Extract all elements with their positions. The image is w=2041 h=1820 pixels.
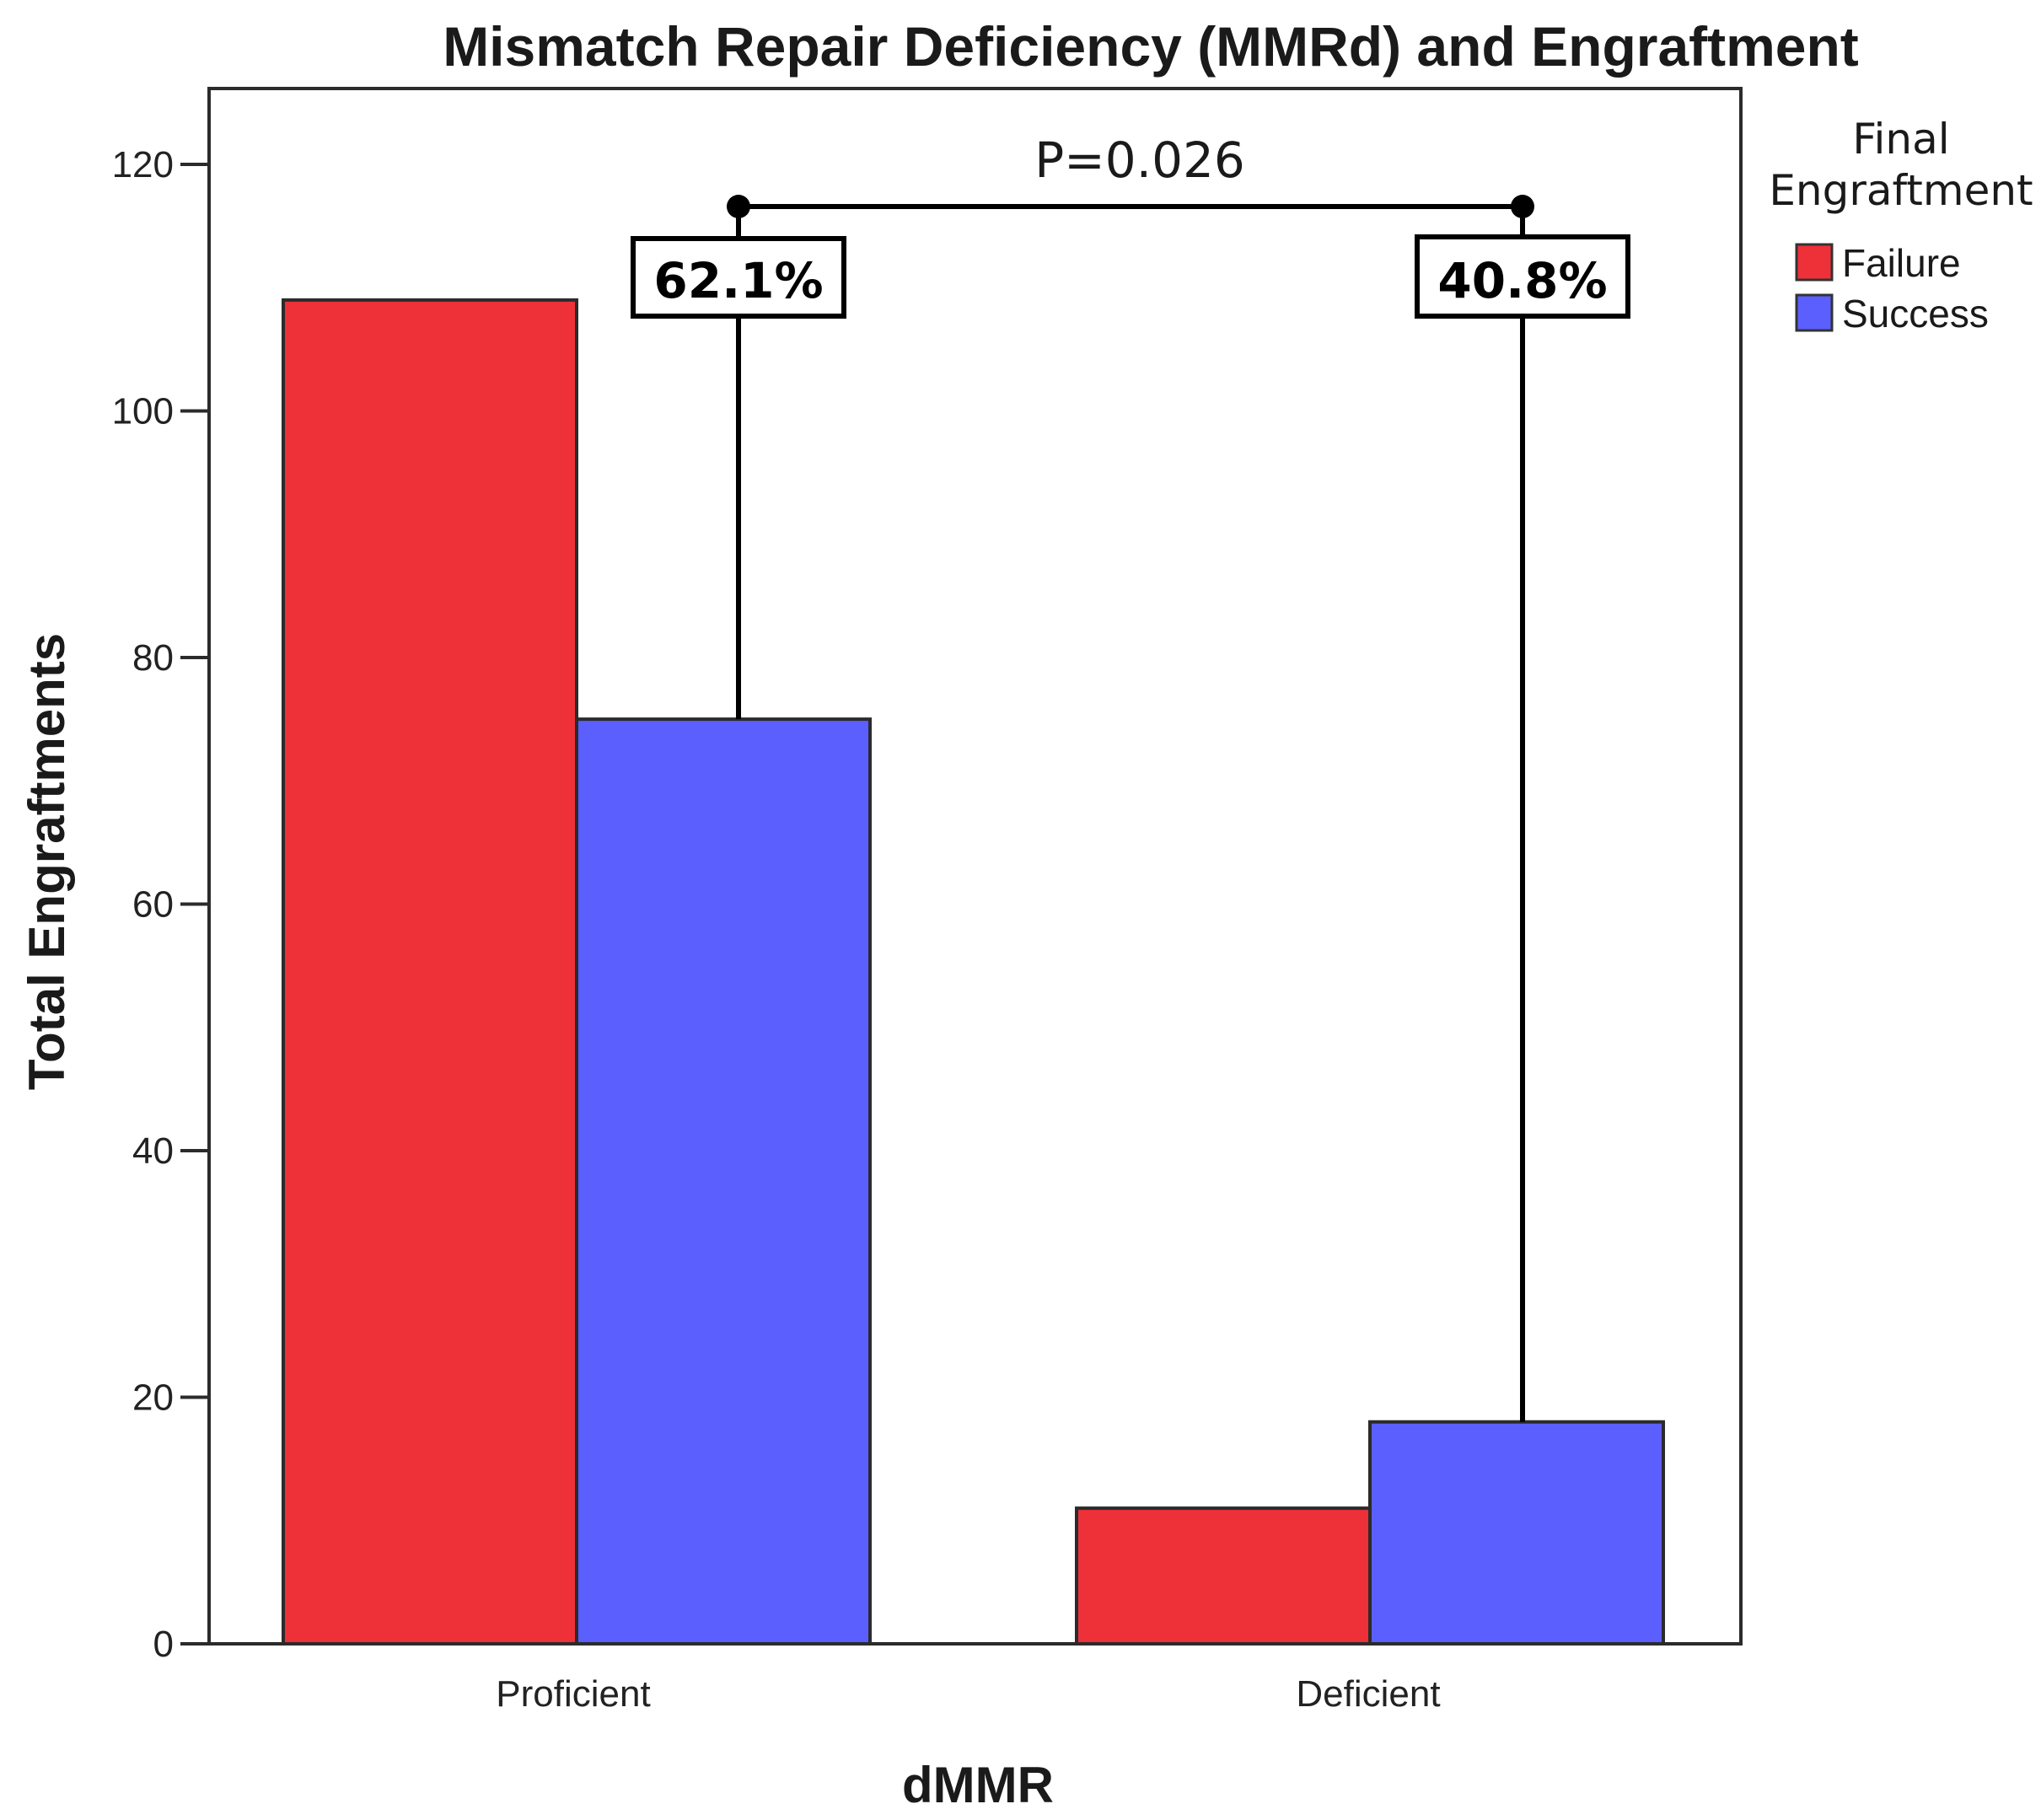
y-axis-title: Total Engraftments <box>19 633 75 1090</box>
y-tick-label-120: 120 <box>112 144 174 185</box>
y-axis: 0 20 40 60 80 100 120 <box>112 144 209 1665</box>
legend-label-success: Success <box>1842 292 1989 336</box>
bar-deficient-failure <box>1075 1506 1372 1646</box>
pct-label-deficient: 40.8% <box>1437 252 1607 309</box>
legend-title-line1: Final <box>1852 115 1949 164</box>
bracket-endpoint-right <box>1511 195 1534 218</box>
bracket-endpoint-left <box>727 195 750 218</box>
pct-label-proficient: 62.1% <box>653 252 823 309</box>
legend-swatch-success <box>1795 293 1834 332</box>
bar-proficient-success <box>575 717 872 1646</box>
chart-title: Mismatch Repair Deficiency (MMRd) and En… <box>443 15 1859 78</box>
x-axis-title: dMMR <box>902 1757 1054 1813</box>
y-tick-label-80: 80 <box>132 637 174 679</box>
y-tick-label-100: 100 <box>112 391 174 432</box>
p-value-label: P=0.026 <box>1034 132 1245 189</box>
legend-swatch-failure <box>1795 243 1834 282</box>
x-tick-label-deficient: Deficient <box>1296 1673 1440 1715</box>
legend: Final Engraftment Failure Success <box>1769 115 2033 336</box>
y-tick-label-40: 40 <box>132 1130 174 1172</box>
bar-proficient-failure <box>282 298 578 1646</box>
y-tick-label-60: 60 <box>132 884 174 926</box>
bar-deficient-success <box>1368 1420 1665 1646</box>
y-tick-label-0: 0 <box>153 1624 174 1665</box>
bars-group <box>282 298 1665 1646</box>
y-tick-label-20: 20 <box>132 1377 174 1419</box>
legend-title-line2: Engraftment <box>1769 166 2033 215</box>
pct-box-deficient <box>1415 234 1630 319</box>
pct-box-proficient <box>631 236 846 319</box>
x-tick-label-proficient: Proficient <box>496 1673 650 1715</box>
legend-label-failure: Failure <box>1842 241 1961 285</box>
